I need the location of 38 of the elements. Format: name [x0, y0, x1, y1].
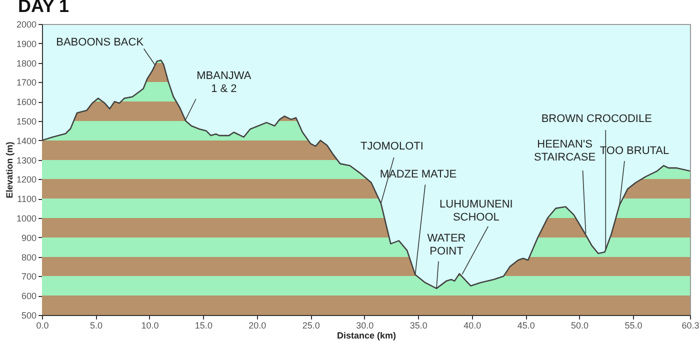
- y-tick-label: 1400: [16, 136, 36, 146]
- annotation: TJOMOLOTI: [360, 140, 424, 152]
- y-tick-label: 1100: [17, 194, 36, 204]
- y-tick-label: 2000: [16, 20, 36, 30]
- x-tick-label: 35.0: [410, 320, 428, 330]
- y-tick-label: 800: [21, 252, 36, 262]
- x-tick-label: 10.0: [141, 320, 159, 330]
- x-tick-label: 0.0: [36, 320, 49, 330]
- y-tick-label: 1600: [16, 97, 36, 108]
- annotation: MBANJWA 1 & 2: [196, 70, 252, 95]
- x-tick-label: 25.0: [302, 320, 320, 330]
- y-tick-label: 1000: [16, 214, 36, 224]
- y-tick-label: 1300: [16, 155, 36, 166]
- annotation: BROWN CROCODILE: [541, 113, 652, 126]
- x-tick-label: 55.0: [624, 320, 642, 330]
- annotation: LUHUMUNENI SCHOOL: [440, 198, 513, 224]
- x-tick-label: 40.0: [464, 320, 482, 330]
- y-tick-label: 1500: [16, 116, 36, 126]
- x-axis-title: Distance (km): [336, 330, 396, 340]
- x-tick-label: 15.0: [194, 320, 212, 330]
- y-tick-label: 1800: [16, 58, 36, 68]
- x-tick-label: 30.0: [356, 320, 374, 330]
- annotation: BABOONS BACK: [56, 36, 144, 49]
- x-tick-label: 45.0: [517, 320, 535, 330]
- y-tick-label: 1700: [16, 78, 36, 88]
- x-tick-label: 60.3: [682, 320, 700, 330]
- y-tick-label: 600: [21, 291, 36, 302]
- annotation: HEENAN'S STAIRCASE: [534, 138, 596, 164]
- annotation: WATER POINT: [427, 232, 466, 258]
- y-tick-label: 1900: [16, 38, 36, 49]
- x-tick-label: 20.0: [248, 320, 266, 330]
- x-tick-label: 5.0: [90, 320, 102, 330]
- y-tick-label: 900: [21, 232, 36, 243]
- x-tick-label: 50.0: [571, 320, 589, 330]
- y-axis-title: Elevation (m): [4, 142, 14, 198]
- y-tick-label: 500: [21, 310, 36, 320]
- y-tick-label: 700: [21, 272, 36, 282]
- y-tick-label: 1200: [16, 174, 36, 185]
